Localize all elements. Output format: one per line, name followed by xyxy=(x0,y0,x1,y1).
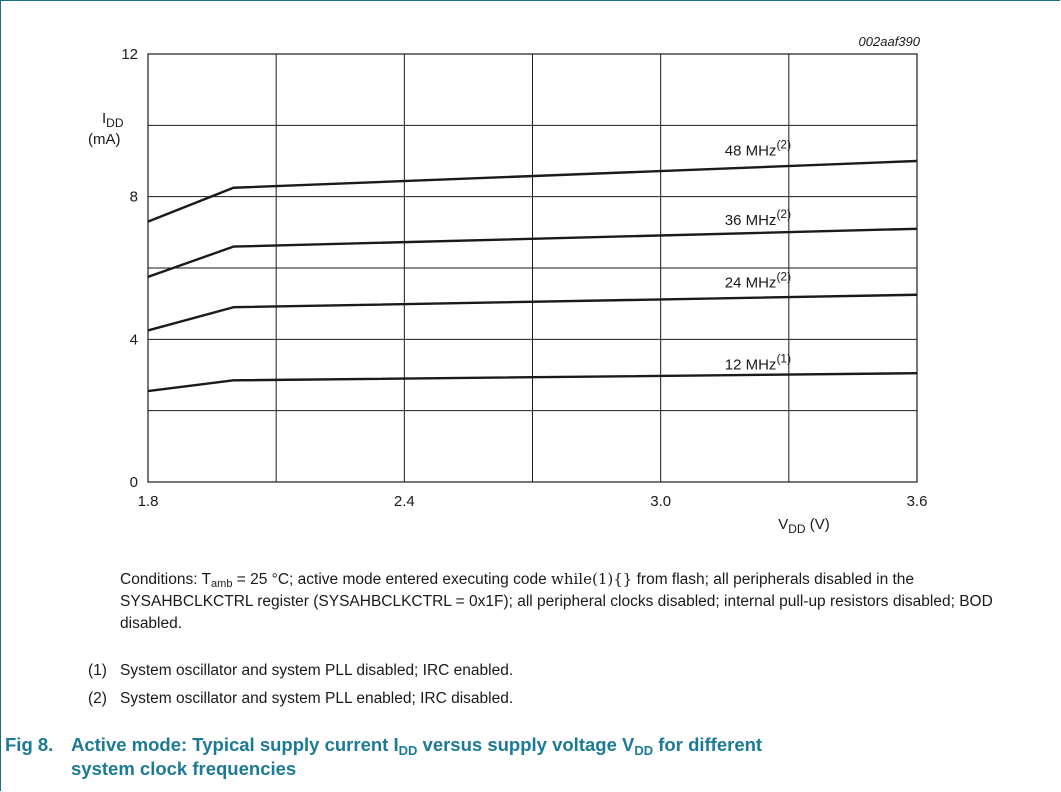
footnote-number: (2) xyxy=(88,690,107,707)
footnote-number: (1) xyxy=(88,662,107,679)
conditions-text-2: from flash; all peripherals disabled in … xyxy=(120,571,993,632)
footnote-text: System oscillator and system PLL disable… xyxy=(120,662,514,679)
series-line xyxy=(147,227,918,279)
grid xyxy=(147,53,918,483)
series-label: 24 MHz(2) xyxy=(725,270,791,292)
footnote-text: System oscillator and system PLL enabled… xyxy=(120,690,514,707)
caption-sub-1: DD xyxy=(398,743,418,758)
y-tick-label: 8 xyxy=(130,189,138,206)
figure-number: Fig 8. xyxy=(5,734,54,755)
y-tick-label: 4 xyxy=(130,331,138,348)
footnote-1: (1) System oscillator and system PLL disa… xyxy=(88,662,513,680)
chart-labels: 1.8 2.4 3.0 3.6 0 4 8 12 48 MHz(2) 36 MHz(2) 24 MH… xyxy=(121,46,927,510)
conditions-code: while(1){} xyxy=(551,570,633,588)
x-tick-label: 3.6 xyxy=(907,493,928,510)
figure-caption: Fig 8. Active mode: Typical supply curren… xyxy=(5,733,1045,781)
series-label: 36 MHz(2) xyxy=(725,207,791,229)
caption-line-1: Fig 8. Active mode: Typical supply curren… xyxy=(5,733,1045,757)
caption-text-2: versus supply voltage V xyxy=(417,734,635,755)
caption-text-1: Active mode: Typical supply current I xyxy=(71,734,399,755)
caption-text-3: for different xyxy=(653,734,763,755)
x-tick-label: 3.0 xyxy=(650,493,671,510)
series-line xyxy=(147,372,918,393)
series-lines xyxy=(147,159,918,393)
series-line xyxy=(147,293,918,332)
conditions-prefix: Conditions: T xyxy=(120,571,212,588)
y-axis-label: IDD xyxy=(102,110,124,130)
x-axis-label: VDD (V) xyxy=(778,516,830,536)
conditions-text: Conditions: Tamb = 25 °C; active mode en… xyxy=(120,568,1040,635)
y-axis-unit: (mA) xyxy=(88,131,121,148)
plot-border xyxy=(147,53,918,483)
y-tick-label: 0 xyxy=(130,474,138,491)
figure-id: 002aaf390 xyxy=(859,34,921,49)
x-tick-label: 2.4 xyxy=(394,493,415,510)
series-label: 48 MHz(2) xyxy=(725,138,791,160)
conditions-text-1: = 25 °C; active mode entered executing c… xyxy=(232,571,551,588)
caption-sub-2: DD xyxy=(634,743,654,758)
series-line xyxy=(147,159,918,223)
footnote-2: (2) System oscillator and system PLL enab… xyxy=(88,690,513,708)
conditions-sub: amb xyxy=(211,578,233,590)
series-label: 12 MHz(1) xyxy=(725,352,791,374)
chart: 1.8 2.4 3.0 3.6 0 4 8 12 48 MHz(2) 36 MHz(2) 24 MH… xyxy=(88,34,927,536)
caption-line-2: system clock frequencies xyxy=(71,758,297,779)
x-tick-label: 1.8 xyxy=(138,493,159,510)
y-tick-label: 12 xyxy=(121,46,138,63)
